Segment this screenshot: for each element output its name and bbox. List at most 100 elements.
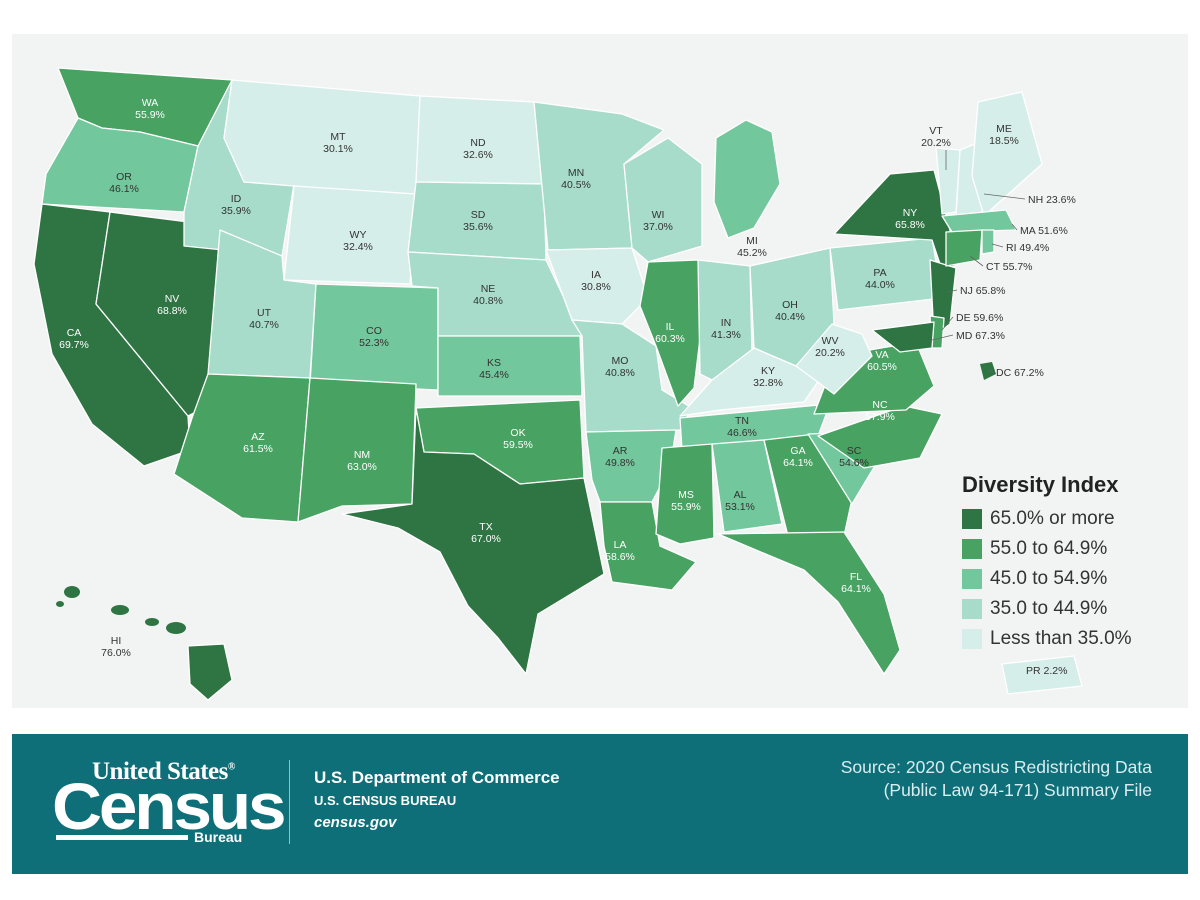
state-tx bbox=[341, 407, 605, 675]
state-label-ny: NY 65.8% bbox=[895, 207, 925, 231]
state-label-ca: CA 69.7% bbox=[59, 327, 89, 351]
state-label-de: DE 59.6% bbox=[956, 312, 1003, 324]
state-ks bbox=[437, 335, 583, 397]
hawaii-island bbox=[56, 601, 64, 607]
hawaii-island bbox=[64, 586, 80, 598]
state-label-md: MD 67.3% bbox=[956, 330, 1005, 342]
state-label-sd: SD 35.6% bbox=[463, 209, 493, 233]
state-label-mo: MO 40.8% bbox=[605, 355, 635, 379]
state-label-nv: NV 68.8% bbox=[157, 293, 187, 317]
logo-top-text: United States bbox=[92, 758, 228, 785]
leader-line-de bbox=[941, 316, 954, 331]
state-al bbox=[711, 439, 783, 533]
state-label-ks: KS 45.4% bbox=[479, 357, 509, 381]
logo-census-wordmark: Census bbox=[52, 769, 287, 843]
legend-label: 65.0% or more bbox=[990, 508, 1115, 529]
state-label-in: IN 41.3% bbox=[711, 317, 741, 341]
state-label-mi: MI 45.2% bbox=[737, 235, 767, 259]
state-md bbox=[871, 321, 935, 353]
leader-line-ri bbox=[991, 243, 1004, 248]
legend-item-55-65: 55.0 to 64.9% bbox=[962, 534, 1132, 564]
state-wy bbox=[283, 185, 417, 285]
logo-underline bbox=[56, 835, 188, 840]
state-label-ne: NE 40.8% bbox=[473, 283, 503, 307]
legend-swatch bbox=[962, 599, 982, 619]
legend-item-under-35: Less than 35.0% bbox=[962, 624, 1132, 654]
state-label-pr: PR 2.2% bbox=[1026, 665, 1067, 677]
hawaii-island bbox=[166, 622, 186, 634]
state-nm bbox=[297, 377, 417, 523]
state-label-va: VA 60.5% bbox=[867, 349, 897, 373]
state-label-il: IL 60.3% bbox=[655, 321, 685, 345]
state-label-mn: MN 40.5% bbox=[561, 167, 591, 191]
footer-divider bbox=[289, 760, 290, 844]
state-label-nm: NM 63.0% bbox=[347, 449, 377, 473]
state-ky bbox=[679, 347, 827, 417]
state-label-nh: NH 23.6% bbox=[1028, 194, 1076, 206]
bureau-name: U.S. CENSUS BUREAU bbox=[314, 793, 457, 808]
hawaii-island bbox=[145, 618, 159, 626]
state-la bbox=[599, 501, 697, 591]
state-ma bbox=[941, 209, 1017, 233]
state-label-az: AZ 61.5% bbox=[243, 431, 273, 455]
state-label-sc: SC 54.6% bbox=[839, 445, 869, 469]
state-label-hi: HI 76.0% bbox=[101, 635, 131, 659]
state-label-wi: WI 37.0% bbox=[643, 209, 673, 233]
department-name: U.S. Department of Commerce bbox=[314, 768, 560, 787]
logo-united-states: United States® bbox=[92, 758, 235, 786]
legend-label: 35.0 to 44.9% bbox=[990, 598, 1108, 619]
state-label-ri: RI 49.4% bbox=[1006, 242, 1049, 254]
state-label-ok: OK 59.5% bbox=[503, 427, 533, 451]
legend-swatch bbox=[962, 509, 982, 529]
state-label-nd: ND 32.6% bbox=[463, 137, 493, 161]
leader-line-nh bbox=[983, 193, 1026, 200]
state-dc-marker bbox=[980, 362, 996, 380]
state-hi bbox=[187, 643, 233, 701]
state-ia bbox=[545, 247, 649, 325]
state-va bbox=[813, 341, 935, 415]
website-link[interactable]: census.gov bbox=[314, 814, 397, 831]
state-label-al: AL 53.1% bbox=[725, 489, 755, 513]
legend-item-45-55: 45.0 to 54.9% bbox=[962, 564, 1132, 594]
state-label-ky: KY 32.8% bbox=[753, 365, 783, 389]
state-label-ma: MA 51.6% bbox=[1020, 225, 1068, 237]
state-wv bbox=[795, 323, 873, 395]
source-line-1: Source: 2020 Census Redistricting Data bbox=[840, 757, 1152, 777]
state-label-pa: PA 44.0% bbox=[865, 267, 895, 291]
legend-swatch bbox=[962, 539, 982, 559]
state-label-vt: VT 20.2% bbox=[921, 125, 951, 149]
state-label-ms: MS 55.9% bbox=[671, 489, 701, 513]
footer-banner: United States® Census Bureau U.S. Depart… bbox=[12, 734, 1188, 874]
state-label-wy: WY 32.4% bbox=[343, 229, 373, 253]
legend-title: Diversity Index bbox=[962, 472, 1119, 497]
state-ms bbox=[655, 443, 715, 545]
state-label-oh: OH 40.4% bbox=[775, 299, 805, 323]
legend: Diversity Index 65.0% or more 55.0 to 64… bbox=[962, 472, 1132, 654]
state-label-wv: WV 20.2% bbox=[815, 335, 845, 359]
state-fl bbox=[717, 531, 901, 675]
logo-registered-mark: ® bbox=[227, 761, 235, 773]
legend-label: 55.0 to 64.9% bbox=[990, 538, 1108, 559]
state-label-dc: DC 67.2% bbox=[996, 367, 1044, 379]
map-panel: WA 55.9% OR 46.1% CA 69.7% NV 68.8% ID 35.9% MT 30.… bbox=[12, 34, 1188, 708]
state-label-nc: NC 57.9% bbox=[865, 399, 895, 423]
state-label-ct: CT 55.7% bbox=[986, 261, 1033, 273]
leader-line-dc bbox=[987, 369, 994, 373]
legend-item-65-plus: 65.0% or more bbox=[962, 504, 1132, 534]
leader-line-md bbox=[931, 334, 954, 341]
state-me bbox=[971, 91, 1043, 217]
state-label-fl: FL 64.1% bbox=[841, 571, 871, 595]
logo-bureau: Bureau bbox=[194, 829, 243, 845]
state-label-or: OR 46.1% bbox=[109, 171, 139, 195]
state-wi bbox=[623, 137, 703, 263]
hawaii-island bbox=[111, 605, 129, 615]
legend-label: 45.0 to 54.9% bbox=[990, 568, 1108, 589]
state-mi bbox=[713, 119, 781, 239]
state-label-wa: WA 55.9% bbox=[135, 97, 165, 121]
state-label-co: CO 52.3% bbox=[359, 325, 389, 349]
legend-swatch bbox=[962, 629, 982, 649]
state-label-mt: MT 30.1% bbox=[323, 131, 353, 155]
state-label-ut: UT 40.7% bbox=[249, 307, 279, 331]
legend-item-35-45: 35.0 to 44.9% bbox=[962, 594, 1132, 624]
legend-swatch bbox=[962, 569, 982, 589]
